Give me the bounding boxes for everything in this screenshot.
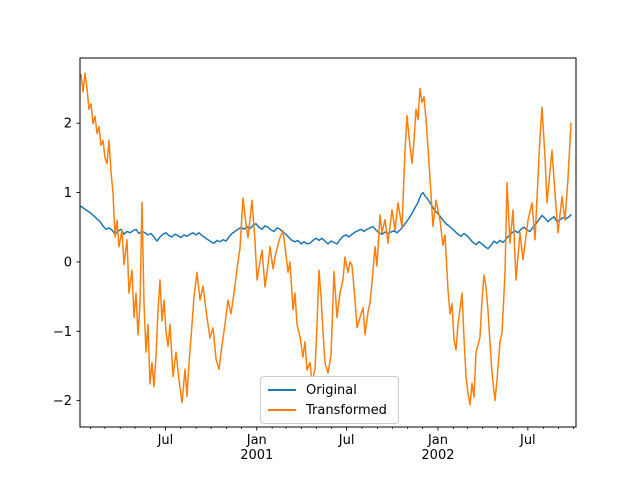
- legend-entry-original: Original: [268, 382, 387, 398]
- x-tick-year-label: 2001: [240, 448, 273, 463]
- y-tick-label: 0: [64, 255, 72, 270]
- y-tick-label: 1: [64, 186, 72, 201]
- x-tick-label: Jul: [157, 433, 174, 448]
- y-tick-label: −2: [53, 394, 72, 409]
- x-tick-label: Jan: [246, 433, 267, 448]
- series-original-line: [80, 191, 572, 250]
- x-tick-label: Jan: [427, 433, 448, 448]
- y-tick-label: 2: [64, 117, 72, 132]
- legend-line-transformed-icon: [268, 409, 296, 411]
- x-tick-label: Jul: [519, 433, 536, 448]
- plot-spines: [79, 57, 577, 428]
- legend-entry-transformed: Transformed: [268, 402, 387, 418]
- legend: Original Transformed: [260, 376, 399, 424]
- legend-label-transformed: Transformed: [306, 402, 387, 418]
- series-transformed-line: [80, 72, 572, 406]
- y-tick-label: −1: [53, 325, 72, 340]
- x-tick-label: Jul: [338, 433, 355, 448]
- legend-line-original-icon: [268, 389, 296, 391]
- x-tick-year-label: 2002: [421, 448, 454, 463]
- legend-label-original: Original: [306, 382, 357, 398]
